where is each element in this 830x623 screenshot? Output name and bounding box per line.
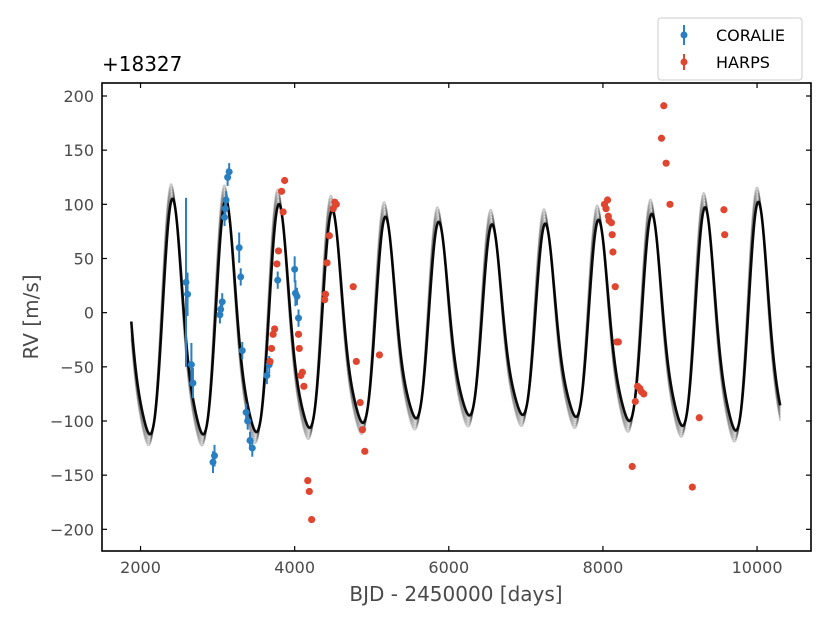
coralie-point xyxy=(222,196,230,204)
harps-point xyxy=(628,462,636,471)
coralie-point xyxy=(248,444,256,452)
model-draw-line xyxy=(130,191,781,440)
harps-point xyxy=(356,398,364,407)
harps-point xyxy=(279,208,287,216)
y-tick-label: 50 xyxy=(74,250,94,269)
y-ticks: 200 150 100 50 0 −50 −100 −150 −200 xyxy=(50,87,811,539)
harps-point xyxy=(277,187,286,195)
harps-point xyxy=(609,248,617,256)
plot-frame xyxy=(101,82,812,552)
harps-point xyxy=(662,159,670,167)
x-tick-label: 2000 xyxy=(120,558,161,577)
harps-point xyxy=(614,338,622,346)
coralie-point xyxy=(184,290,192,298)
coralie-point xyxy=(263,372,271,379)
harps-point xyxy=(321,290,330,298)
x-ticks: 2000 4000 6000 8000 10000 xyxy=(120,83,783,577)
coralie-point xyxy=(225,168,233,176)
harps-point xyxy=(720,206,728,214)
model-draw-line xyxy=(130,189,781,442)
y-tick-label: −100 xyxy=(50,412,94,431)
harps-point xyxy=(603,196,612,204)
harps-point xyxy=(721,231,729,239)
harps-point xyxy=(281,176,289,185)
harps-point xyxy=(695,414,703,422)
harps-point xyxy=(332,200,340,208)
legend-coralie-marker xyxy=(680,31,688,39)
harps-point xyxy=(631,397,639,406)
coralie-point xyxy=(274,276,282,284)
model-draw-line xyxy=(129,197,782,436)
coralie-point xyxy=(235,244,243,252)
model-draw-line xyxy=(130,183,781,447)
harps-point xyxy=(274,247,283,255)
harps-point xyxy=(611,283,619,291)
y-offset-label: +18327 xyxy=(102,52,182,76)
legend-entry-coralie: CORALIE xyxy=(680,25,785,45)
harps-point xyxy=(298,368,306,376)
harps-points xyxy=(266,102,729,524)
harps-point xyxy=(358,426,367,434)
harps-point xyxy=(304,476,312,485)
legend: CORALIE HARPS xyxy=(657,17,803,81)
harps-point xyxy=(267,344,276,353)
harps-point xyxy=(608,231,616,239)
harps-point xyxy=(607,219,616,227)
x-axis-title: BJD - 2450000 [days] xyxy=(349,582,562,606)
y-tick-label: −150 xyxy=(50,466,94,485)
x-tick-label: 10000 xyxy=(732,558,783,577)
harps-point xyxy=(266,357,274,366)
harps-point xyxy=(660,102,668,110)
coralie-point xyxy=(295,314,303,322)
harps-point xyxy=(325,232,333,240)
legend-harps-label: HARPS xyxy=(716,53,770,72)
harps-point xyxy=(300,382,308,390)
coralie-point xyxy=(293,292,301,300)
legend-box xyxy=(657,17,803,81)
x-tick-label: 8000 xyxy=(583,558,624,577)
harps-point xyxy=(361,447,369,455)
harps-point xyxy=(688,483,696,491)
harps-point xyxy=(375,351,384,359)
y-tick-label: 150 xyxy=(63,141,94,160)
harps-point xyxy=(657,134,666,142)
harps-point xyxy=(323,259,331,267)
coralie-point xyxy=(244,417,252,425)
harps-point xyxy=(352,357,360,366)
harps-point xyxy=(295,344,303,353)
harps-point xyxy=(308,515,316,524)
harps-point xyxy=(321,296,329,304)
harps-point xyxy=(666,200,674,208)
coralie-point xyxy=(237,273,245,281)
coralie-point xyxy=(238,347,246,355)
coralie-point xyxy=(189,379,197,387)
coralie-point xyxy=(187,361,195,369)
model-draw-line xyxy=(130,194,781,438)
harps-point xyxy=(273,260,281,268)
harps-point xyxy=(271,325,279,333)
x-tick-label: 6000 xyxy=(428,558,469,577)
harps-point xyxy=(294,330,303,338)
y-tick-label: 100 xyxy=(63,195,94,214)
x-tick-label: 4000 xyxy=(274,558,315,577)
legend-coralie-label: CORALIE xyxy=(716,26,785,45)
legend-harps-marker xyxy=(680,58,688,66)
model-draw-line xyxy=(130,186,781,445)
y-tick-label: 0 xyxy=(84,304,94,323)
harps-point xyxy=(602,205,610,213)
y-tick-label: −200 xyxy=(50,520,94,539)
coralie-point xyxy=(218,298,226,306)
legend-entry-harps: HARPS xyxy=(680,53,770,72)
y-axis-title: RV [m/s] xyxy=(19,274,43,359)
harps-point xyxy=(349,283,357,291)
model-curves xyxy=(129,183,782,447)
y-tick-label: 200 xyxy=(63,87,94,106)
harps-point xyxy=(640,390,648,398)
harps-point xyxy=(305,487,313,496)
harps-point xyxy=(269,330,277,338)
y-tick-label: −50 xyxy=(60,358,94,377)
coralie-point xyxy=(291,265,299,273)
coralie-point xyxy=(211,452,219,460)
